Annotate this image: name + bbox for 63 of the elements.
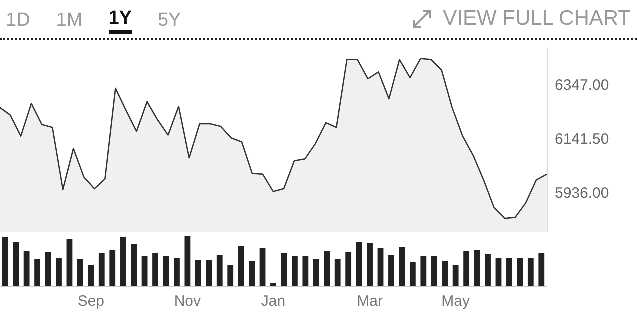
bar <box>464 251 470 286</box>
x-tick-label: Sep <box>78 293 105 310</box>
bar <box>66 240 73 286</box>
bar <box>528 258 534 286</box>
y-tick-label: 6141.50 <box>555 131 610 148</box>
bar <box>442 261 448 286</box>
bar <box>174 258 180 286</box>
bar <box>474 250 480 286</box>
bar <box>410 262 416 286</box>
bar <box>13 242 20 286</box>
bar <box>324 251 330 286</box>
bar <box>302 256 309 286</box>
bar <box>249 261 255 286</box>
bar <box>216 256 223 286</box>
bar <box>131 244 138 286</box>
bar <box>163 256 170 286</box>
bar <box>431 256 438 286</box>
bar <box>77 260 84 286</box>
bar <box>152 254 158 286</box>
bar <box>142 256 148 286</box>
bar <box>110 250 116 286</box>
bar <box>24 251 30 286</box>
text: 5Y <box>158 9 182 32</box>
bar <box>34 260 40 286</box>
bar <box>56 258 62 286</box>
bar <box>292 256 298 286</box>
bar <box>120 237 126 286</box>
bar <box>260 248 266 286</box>
y-tick-label: 6347.00 <box>555 77 610 94</box>
text: 1Y <box>108 4 132 34</box>
y-tick-label: 5936.00 <box>555 185 610 202</box>
bar <box>98 254 105 286</box>
x-tick-label: May <box>442 293 470 310</box>
bar <box>506 258 512 286</box>
bar <box>356 242 362 286</box>
bar <box>45 252 52 286</box>
bar <box>2 237 8 286</box>
bar <box>517 258 524 286</box>
bar <box>206 260 212 286</box>
bar <box>452 265 459 286</box>
text: VIEW FULL CHART <box>443 7 631 31</box>
bar <box>88 265 94 286</box>
bar <box>195 260 202 286</box>
bar <box>420 256 427 286</box>
bar <box>184 236 191 286</box>
bar <box>346 252 352 286</box>
bar <box>367 243 373 286</box>
bar <box>228 265 234 286</box>
text: 1D <box>6 9 30 32</box>
bar <box>378 248 384 286</box>
bar <box>496 258 502 286</box>
bar <box>281 254 288 286</box>
x-tick-label: Jan <box>261 293 286 310</box>
bar <box>538 254 545 286</box>
bar <box>399 247 406 286</box>
x-tick-label: Nov <box>174 293 202 310</box>
bar <box>334 260 341 286</box>
bar <box>313 260 320 286</box>
bar <box>485 254 491 286</box>
x-tick-label: Mar <box>357 293 383 310</box>
text: 1M <box>56 9 83 32</box>
bar <box>388 256 394 286</box>
bar <box>238 246 244 286</box>
